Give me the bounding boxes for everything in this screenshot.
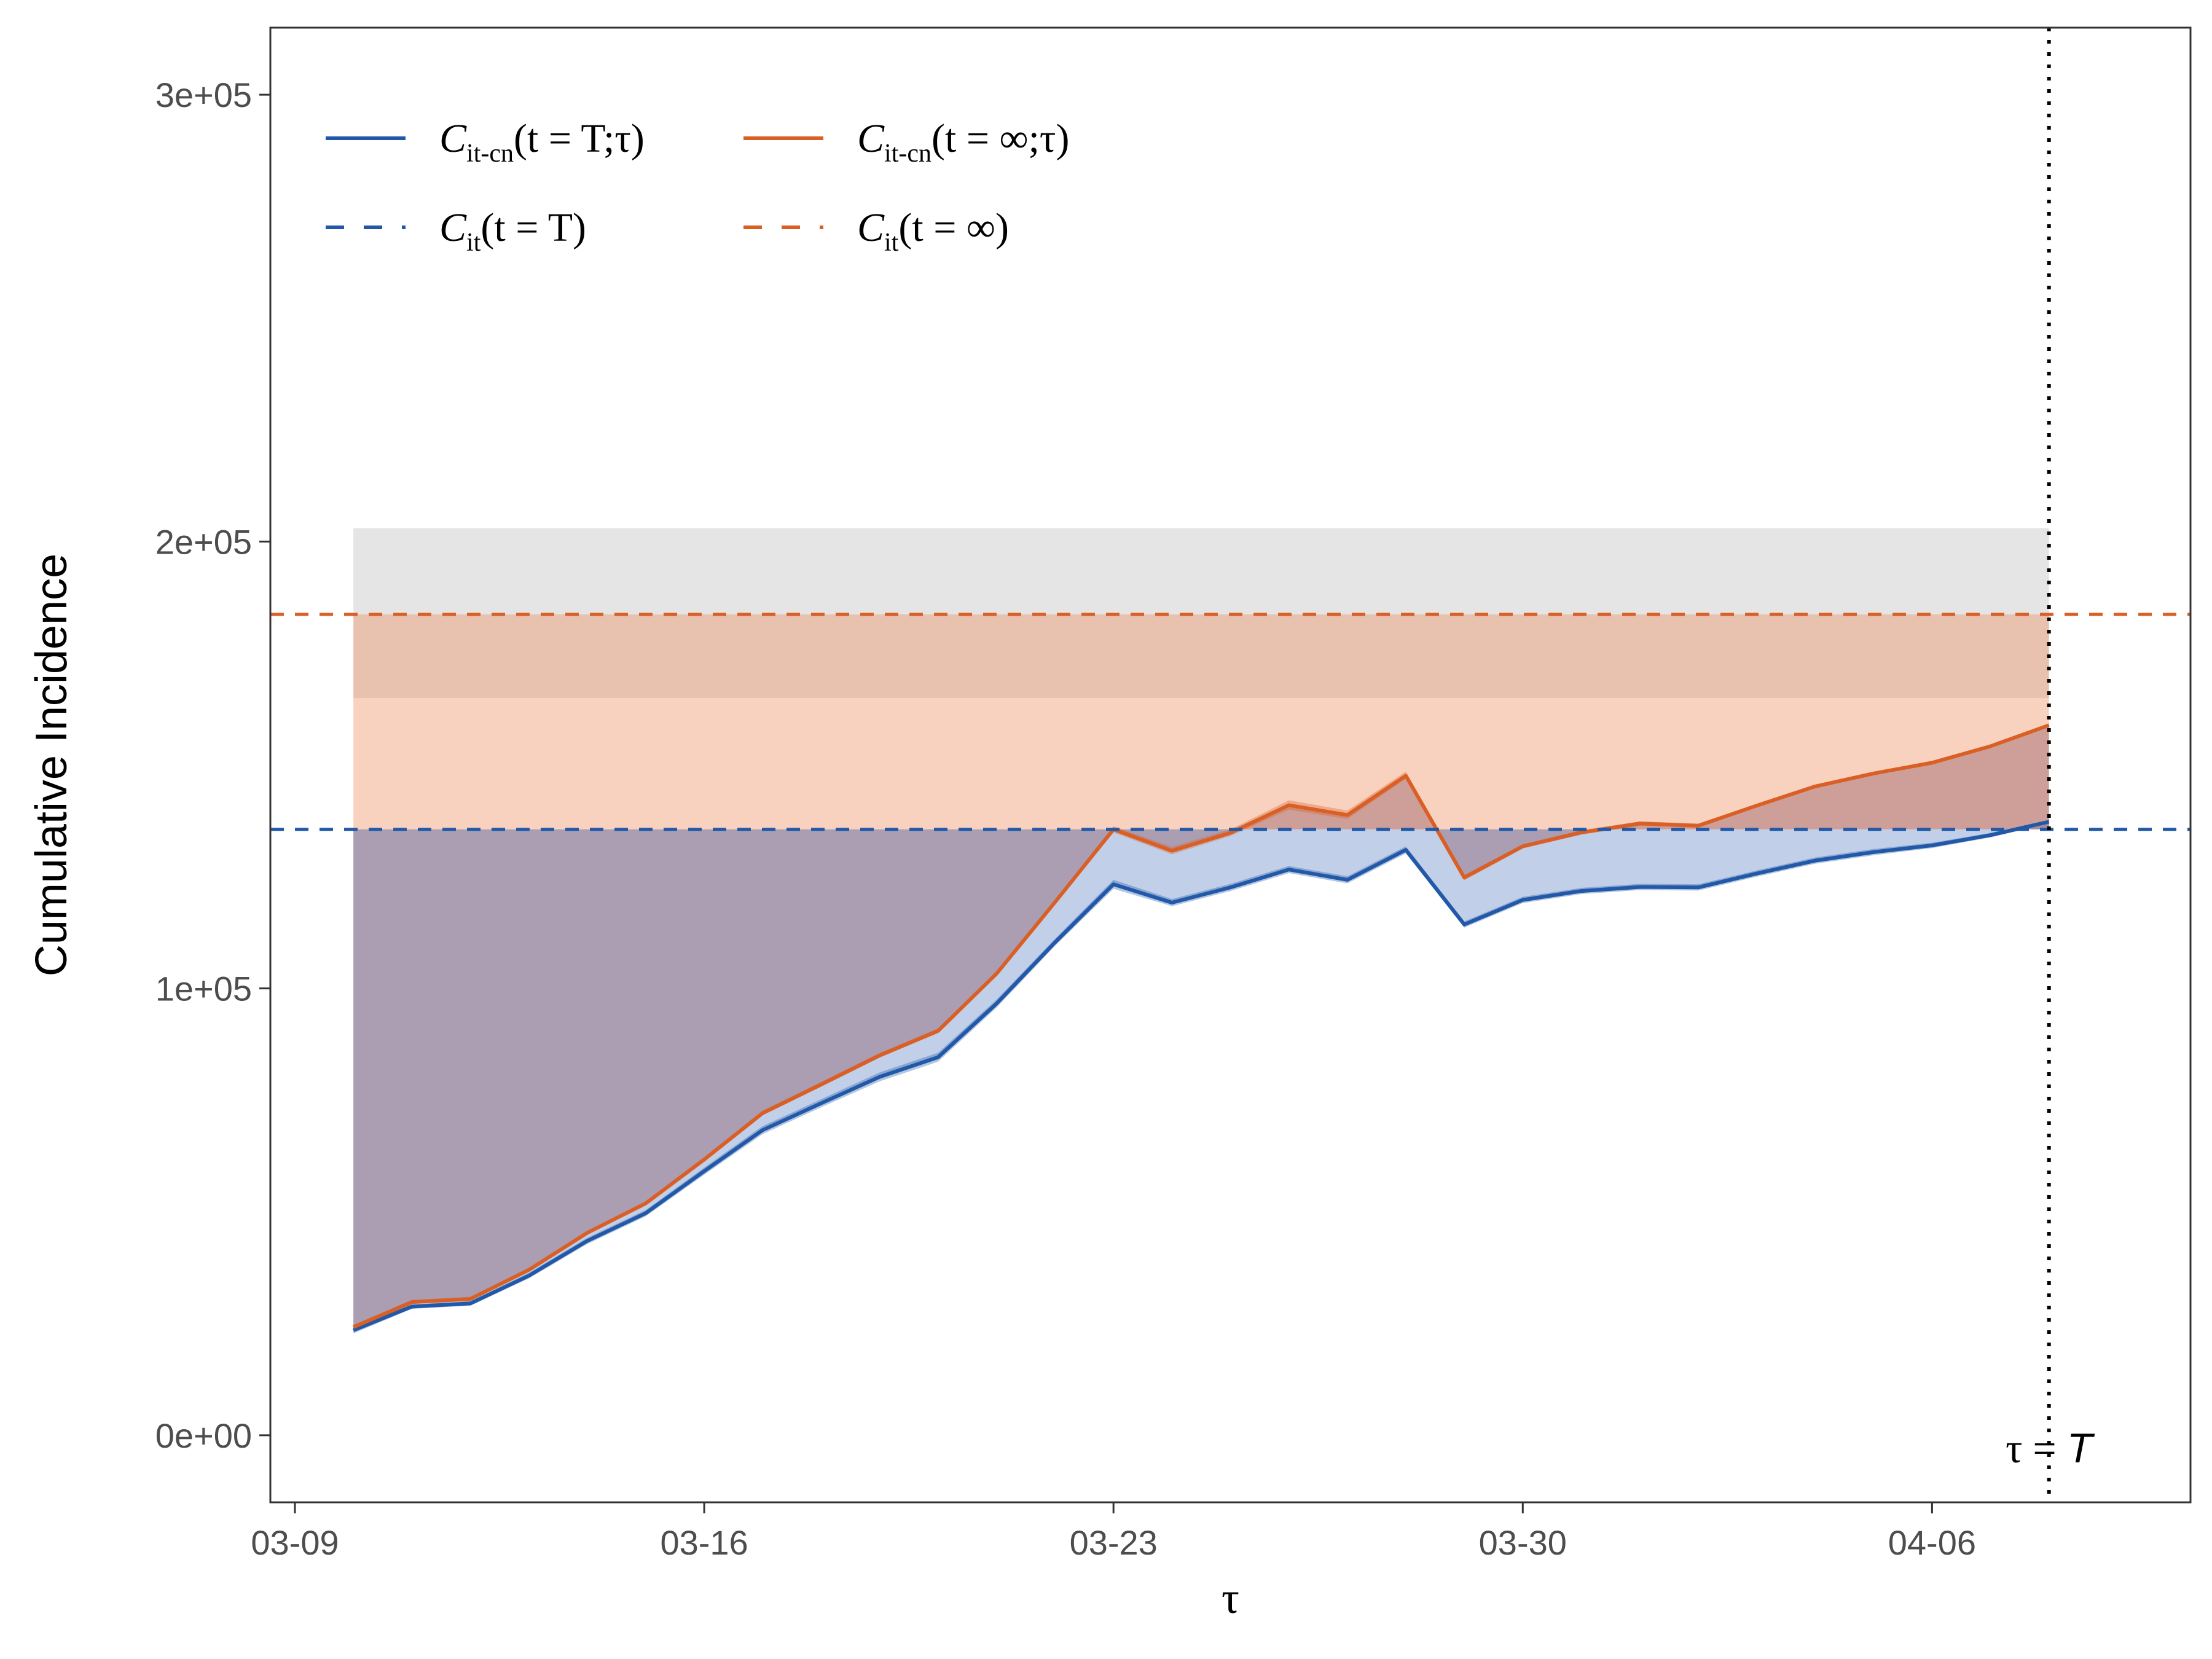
grey-band: [353, 528, 2049, 698]
tau-equals-T-annotation: τ = T: [2006, 1425, 2095, 1472]
y-tick-label: 2e+05: [155, 522, 252, 561]
annotation-equals: =: [2033, 1425, 2066, 1472]
y-axis: 0e+00 1e+05 2e+05 3e+05: [155, 76, 270, 1455]
legend-label: Cit(t = T): [439, 205, 586, 257]
annotation-tau: τ: [2006, 1425, 2033, 1472]
legend-sub: it: [884, 229, 899, 257]
orange-area-fill: [353, 725, 2049, 1327]
plot-panel-border: [269, 26, 2192, 1504]
series-line-it-cn-t-T: [353, 820, 2050, 1332]
y-tick-label: 1e+05: [155, 970, 252, 1008]
legend-main: C: [857, 205, 885, 250]
x-axis-title: τ: [1222, 1574, 1239, 1623]
background-bands: [353, 528, 2049, 1330]
orange-band: [353, 614, 2049, 830]
legend-sub: it-cn: [884, 139, 931, 168]
x-tick-label: 03-23: [1070, 1523, 1158, 1562]
reference-lines: [270, 28, 2190, 1502]
confidence-ribbons: [353, 724, 2049, 1334]
legend-main: C: [439, 205, 467, 250]
x-tick-label: 03-09: [251, 1523, 339, 1562]
series-lines: [352, 723, 2050, 1332]
legend-sub: it: [466, 229, 481, 257]
y-axis-title: Cumulative Incidence: [27, 554, 76, 976]
legend-main: C: [857, 116, 885, 161]
legend-main: C: [439, 116, 467, 161]
orange-ribbon: [353, 724, 2049, 1330]
legend: Cit-cn(t = T;τ) Cit-cn(t = ∞;τ)Cit(t = T)…: [326, 116, 1069, 257]
legend-args: (t = T): [480, 205, 586, 250]
legend-args: (t = T;τ): [514, 116, 645, 161]
legend-args: (t = ∞): [898, 205, 1009, 250]
legend-label: Cit-cn(t = ∞;τ): [857, 116, 1069, 168]
series-line-it-cn-t-inf: [352, 723, 2050, 1329]
x-tick-label: 03-30: [1479, 1523, 1567, 1562]
legend-sub: it-cn: [466, 139, 514, 168]
annotation-T: T: [2067, 1425, 2095, 1472]
y-tick-label: 0e+00: [155, 1416, 252, 1455]
x-axis: 03-09 03-16 03-23 03-30 04-06: [251, 1502, 1976, 1562]
x-tick-label: 03-16: [660, 1523, 748, 1562]
blue-area-fill: [353, 822, 2049, 1330]
y-tick-label: 3e+05: [155, 76, 252, 114]
legend-args: (t = ∞;τ): [931, 116, 1069, 161]
x-tick-label: 04-06: [1888, 1523, 1976, 1562]
legend-label: Cit(t = ∞): [857, 205, 1009, 257]
legend-label: Cit-cn(t = T;τ): [439, 116, 645, 168]
annotation-text: τ = T: [2006, 1425, 2095, 1472]
